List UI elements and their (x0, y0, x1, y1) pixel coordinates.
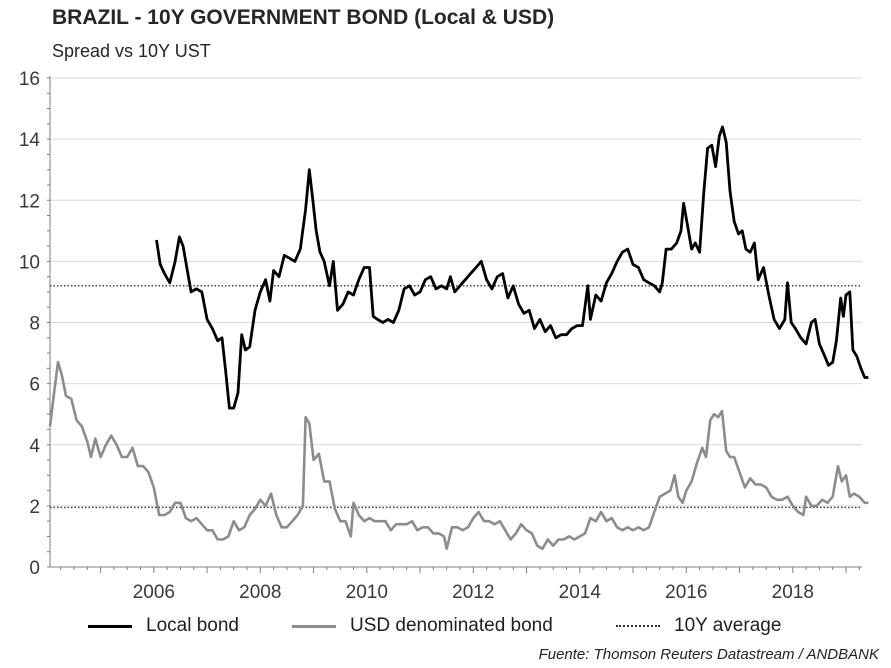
x-tick-label-2018: 2018 (772, 582, 814, 603)
chart-title: BRAZIL - 10Y GOVERNMENT BOND (Local & US… (52, 6, 555, 29)
y-tick-label-10: 10 (19, 252, 40, 273)
legend-label-usd-bond: USD denominated bond (350, 615, 553, 636)
y-tick-label-16: 16 (19, 69, 40, 90)
source-note: Fuente: Thomson Reuters Datastream / AND… (538, 646, 879, 663)
series-line-usd-bond (48, 360, 869, 550)
chart-subtitle: Spread vs 10Y UST (52, 41, 211, 61)
line-chart: 0 2 4 6 8 10 12 14 16 2006 2008 2010 2012 2014 2016 201… (19, 69, 869, 603)
x-tick-label-2016: 2016 (665, 582, 707, 603)
x-tick-label-2014: 2014 (559, 582, 602, 603)
chart-legend: Local bond USD denominated bond 10Y aver… (0, 615, 891, 643)
x-tick-label-2008: 2008 (239, 582, 281, 603)
legend-item-usd-bond: USD denominated bond (292, 615, 553, 637)
y-tick-label-12: 12 (19, 191, 40, 212)
legend-swatch-10y-average (616, 625, 660, 627)
legend-swatch-usd-bond (292, 624, 336, 628)
y-tick-label-14: 14 (19, 130, 41, 151)
legend-label-10y-average: 10Y average (674, 615, 782, 636)
y-tick-label-0: 0 (29, 558, 40, 579)
y-tick-label-2: 2 (29, 497, 40, 518)
series-line-local-bond (155, 125, 869, 410)
y-tick-label-6: 6 (29, 375, 40, 396)
y-tick-label-4: 4 (29, 436, 40, 457)
legend-item-10y-average: 10Y average (616, 615, 781, 637)
y-tick-label-8: 8 (29, 314, 40, 335)
x-tick-label-2006: 2006 (133, 582, 175, 603)
x-tick-label-2010: 2010 (346, 582, 388, 603)
legend-label-local-bond: Local bond (146, 615, 239, 636)
x-tick-label-2012: 2012 (452, 582, 494, 603)
legend-item-local-bond: Local bond (88, 615, 239, 637)
legend-swatch-local-bond (88, 624, 132, 628)
